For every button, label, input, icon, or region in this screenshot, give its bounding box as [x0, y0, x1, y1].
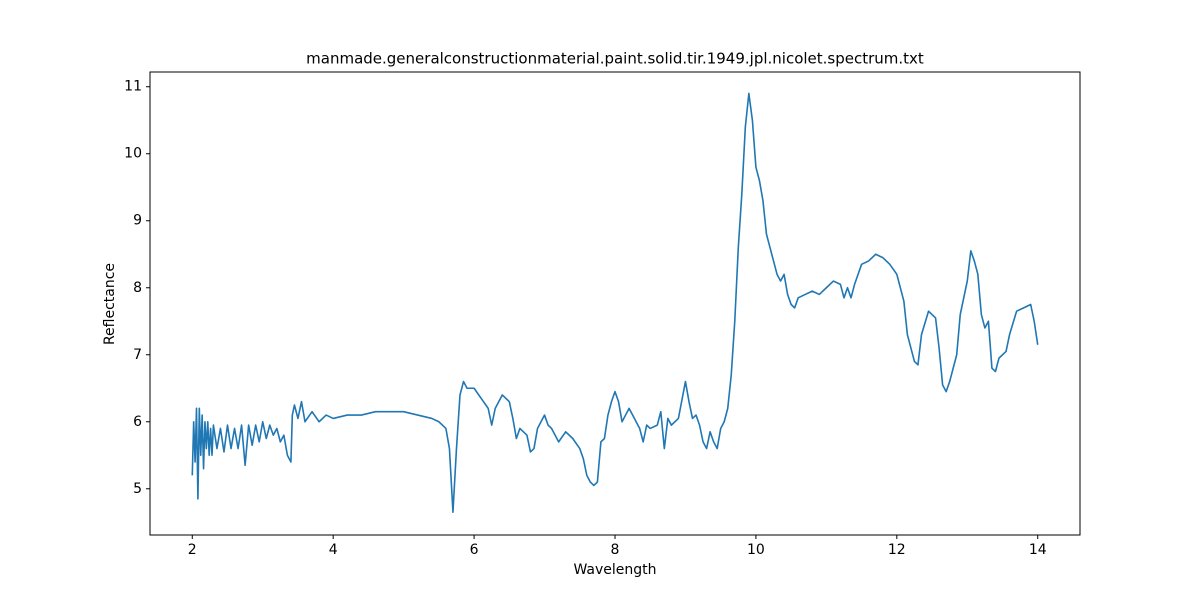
x-tick-label: 8: [611, 542, 620, 558]
x-axis-label: Wavelength: [573, 562, 656, 578]
plot-frame: [149, 71, 1081, 536]
spectrum-line: [191, 92, 1039, 514]
chart-title: manmade.generalconstructionmaterial.pain…: [306, 50, 924, 68]
y-tick-label: 8: [133, 280, 142, 296]
x-tick-label: 2: [188, 542, 197, 558]
y-tick-label: 10: [124, 146, 142, 162]
y-tick-label: 7: [133, 347, 142, 363]
x-tick-label: 4: [329, 542, 338, 558]
y-tick-label: 11: [124, 79, 142, 95]
y-axis-label: Reflectance: [102, 263, 118, 345]
x-tick-label: 6: [470, 542, 479, 558]
y-tick-label: 6: [133, 414, 142, 430]
x-tick-label: 12: [888, 542, 906, 558]
x-tick-label: 14: [1029, 542, 1047, 558]
y-tick-label: 9: [133, 213, 142, 229]
x-tick-label: 10: [747, 542, 765, 558]
y-tick-label: 5: [133, 481, 142, 497]
